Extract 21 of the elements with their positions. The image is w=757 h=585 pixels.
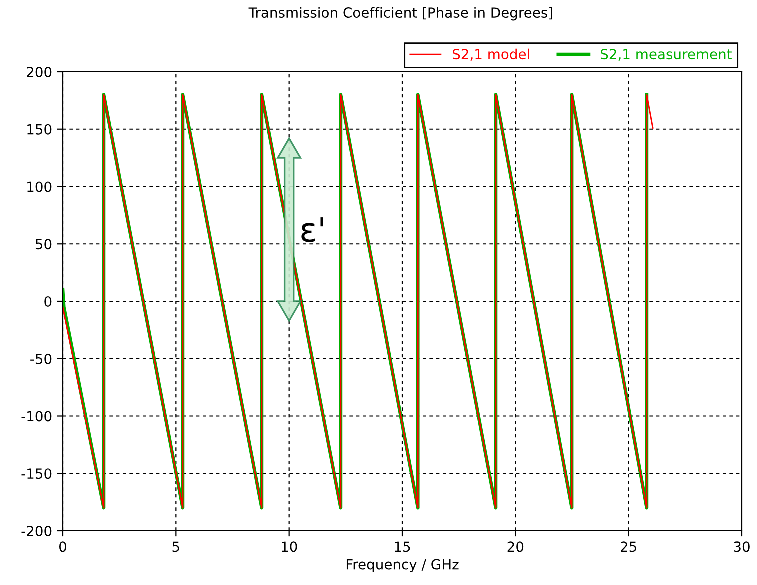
x-tick-label: 10: [282, 542, 298, 552]
legend-label: S2,1 model: [452, 48, 530, 62]
x-axis-title: Frequency / GHz: [346, 559, 459, 572]
x-tick-label: 0: [59, 542, 66, 552]
y-tick-label: 100: [28, 182, 52, 192]
x-tick-label: 20: [508, 542, 524, 552]
y-tick-label: -150: [22, 468, 52, 480]
legend-label: S2,1 measurement: [600, 49, 732, 62]
y-tick-label: 150: [28, 124, 52, 135]
y-tick-label: -100: [22, 411, 52, 422]
x-tick-label: 15: [395, 542, 410, 552]
y-tick-label: -50: [30, 354, 52, 364]
y-tick-label: 50: [36, 239, 52, 250]
x-tick-label: 25: [621, 542, 636, 552]
annotation: ε': [302, 218, 324, 242]
x-tick-label: 30: [734, 542, 750, 552]
x-tick-label: 5: [172, 542, 180, 552]
y-tick-label: 200: [27, 66, 52, 78]
chart-title: Transmission Coefficient [Phase in Degrees]: [248, 7, 552, 21]
y-tick-label: 0: [44, 296, 52, 307]
y-tick-label: -200: [22, 526, 52, 536]
